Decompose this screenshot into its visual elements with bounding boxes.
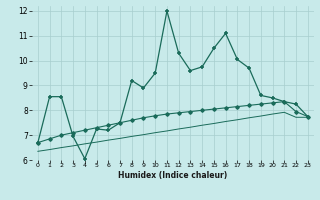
X-axis label: Humidex (Indice chaleur): Humidex (Indice chaleur) <box>118 171 228 180</box>
